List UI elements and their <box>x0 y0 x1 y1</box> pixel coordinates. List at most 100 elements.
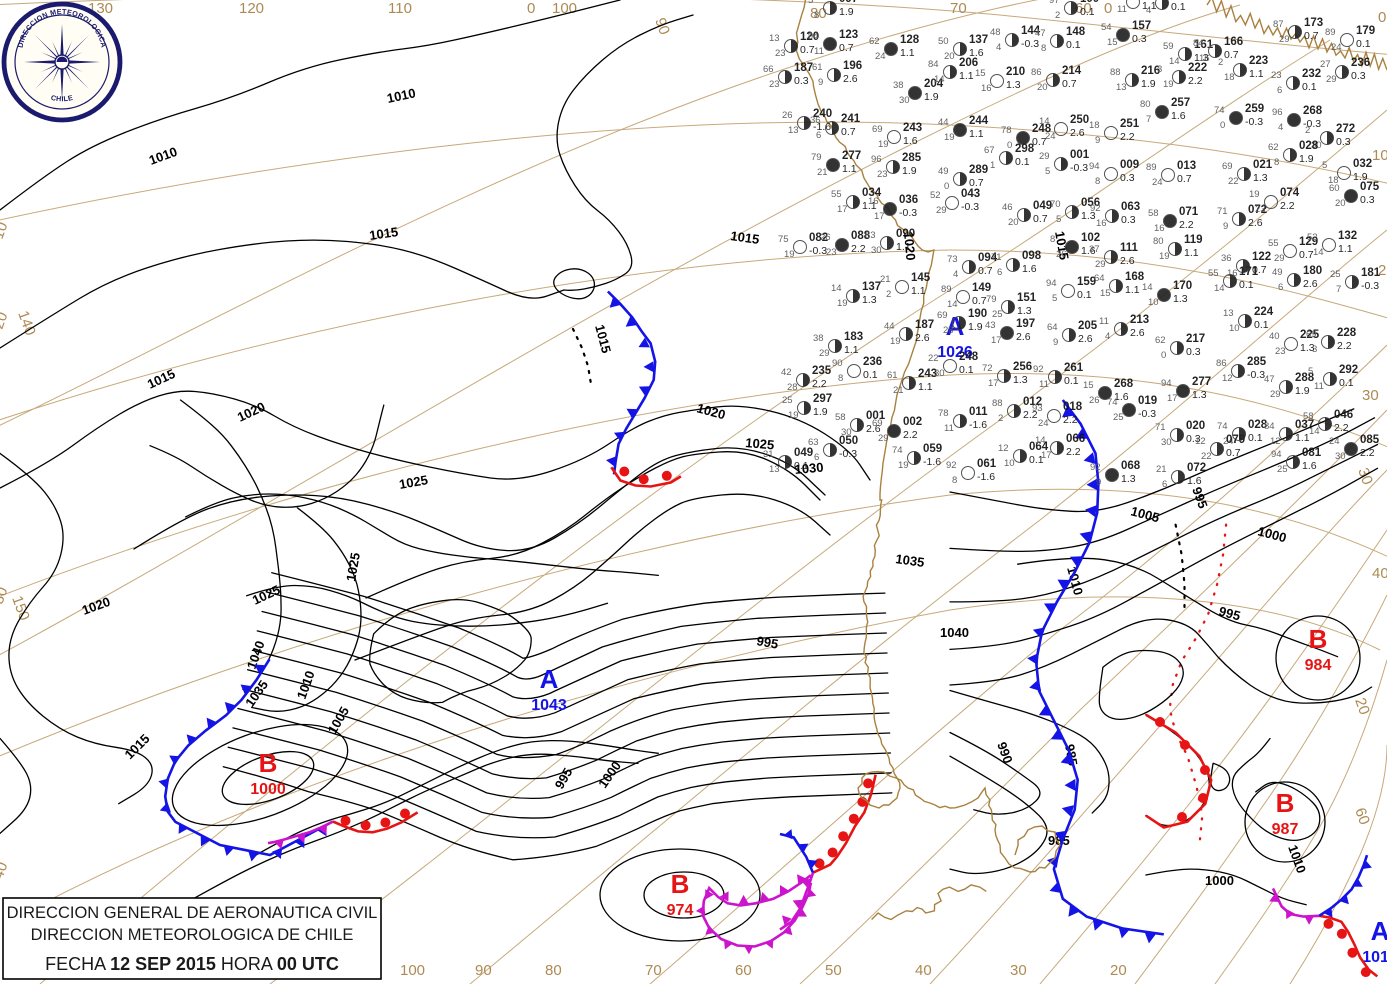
svg-text:71: 71 <box>991 252 1002 263</box>
svg-text:-0.3: -0.3 <box>961 201 979 213</box>
svg-text:67: 67 <box>984 145 995 156</box>
svg-text:2: 2 <box>998 413 1003 424</box>
svg-text:1.1: 1.1 <box>1249 68 1264 80</box>
svg-text:15: 15 <box>975 68 986 79</box>
svg-text:80: 80 <box>545 962 562 979</box>
svg-text:0: 0 <box>1161 350 1166 361</box>
svg-text:6: 6 <box>1162 479 1167 490</box>
svg-text:74: 74 <box>1214 105 1225 116</box>
svg-text:1.9: 1.9 <box>1141 78 1156 90</box>
svg-text:179: 179 <box>1356 25 1375 37</box>
svg-text:097: 097 <box>839 0 858 5</box>
svg-text:0: 0 <box>1007 140 1012 151</box>
svg-text:13: 13 <box>769 33 780 44</box>
svg-text:0.7: 0.7 <box>1299 249 1314 261</box>
svg-text:1.6: 1.6 <box>903 135 918 147</box>
svg-text:92: 92 <box>1090 203 1101 214</box>
svg-text:19: 19 <box>890 336 901 347</box>
svg-text:19: 19 <box>1159 251 1170 262</box>
svg-text:47: 47 <box>1264 374 1275 385</box>
svg-text:1.1: 1.1 <box>1184 247 1199 259</box>
svg-text:0.7: 0.7 <box>1226 447 1241 459</box>
svg-text:80: 80 <box>1153 236 1164 247</box>
svg-text:183: 183 <box>844 331 863 343</box>
svg-text:20: 20 <box>1037 82 1048 93</box>
svg-text:25: 25 <box>1330 269 1341 280</box>
svg-text:15: 15 <box>1107 37 1118 48</box>
svg-text:69: 69 <box>1222 161 1233 172</box>
svg-text:0.1: 0.1 <box>1064 375 1079 387</box>
svg-text:52: 52 <box>930 190 941 201</box>
svg-text:10: 10 <box>1229 323 1240 334</box>
svg-text:2: 2 <box>1305 125 1310 136</box>
svg-text:70: 70 <box>645 962 662 979</box>
svg-text:222: 222 <box>1188 62 1207 74</box>
svg-text:232: 232 <box>1302 68 1321 80</box>
svg-text:205: 205 <box>1078 320 1098 332</box>
svg-text:10: 10 <box>1148 297 1159 308</box>
svg-text:60: 60 <box>1329 183 1340 194</box>
svg-text:298: 298 <box>1015 143 1035 155</box>
svg-text:30: 30 <box>1362 387 1379 404</box>
svg-text:27: 27 <box>1320 59 1331 70</box>
svg-text:061: 061 <box>977 458 997 470</box>
svg-text:1.3: 1.3 <box>1017 305 1032 317</box>
svg-text:38: 38 <box>813 333 824 344</box>
svg-text:0.3: 0.3 <box>1120 172 1135 184</box>
svg-text:297: 297 <box>813 393 832 405</box>
svg-text:19: 19 <box>1249 189 1260 200</box>
svg-text:145: 145 <box>911 272 931 284</box>
svg-text:0.1: 0.1 <box>1171 1 1186 13</box>
svg-text:49: 49 <box>938 166 949 177</box>
svg-text:171: 171 <box>1239 266 1259 278</box>
svg-text:123: 123 <box>839 29 858 41</box>
svg-text:028: 028 <box>1299 140 1319 152</box>
svg-text:5: 5 <box>1308 366 1313 377</box>
svg-text:1.3: 1.3 <box>1253 172 1268 184</box>
svg-text:16: 16 <box>1154 223 1165 234</box>
svg-text:83: 83 <box>865 230 876 241</box>
svg-text:B: B <box>1276 788 1295 818</box>
svg-text:17: 17 <box>837 204 848 215</box>
svg-text:6: 6 <box>1277 85 1282 96</box>
svg-text:30: 30 <box>1010 962 1027 979</box>
svg-text:58: 58 <box>835 412 846 423</box>
svg-text:94: 94 <box>1089 161 1100 172</box>
svg-text:61: 61 <box>812 62 823 73</box>
svg-text:6: 6 <box>814 452 819 463</box>
svg-text:23: 23 <box>826 247 837 258</box>
svg-text:70: 70 <box>1050 199 1061 210</box>
svg-text:1.1: 1.1 <box>911 285 926 297</box>
svg-text:89: 89 <box>1146 162 1157 173</box>
svg-text:79: 79 <box>986 294 997 305</box>
svg-text:196: 196 <box>843 60 862 72</box>
svg-text:16: 16 <box>868 196 879 207</box>
svg-text:72: 72 <box>982 363 993 374</box>
svg-text:43: 43 <box>985 320 996 331</box>
svg-text:250: 250 <box>1070 114 1089 126</box>
svg-text:-0.3: -0.3 <box>1247 369 1265 381</box>
svg-text:29: 29 <box>1095 259 1106 270</box>
svg-text:21: 21 <box>893 385 904 396</box>
svg-text:223: 223 <box>1249 55 1268 67</box>
svg-text:2.6: 2.6 <box>1070 127 1085 139</box>
svg-text:1.1: 1.1 <box>1338 243 1353 255</box>
svg-text:29: 29 <box>1270 389 1281 400</box>
svg-text:148: 148 <box>1066 26 1086 38</box>
svg-text:1.1: 1.1 <box>844 344 859 356</box>
svg-text:213: 213 <box>1130 314 1149 326</box>
svg-text:55: 55 <box>831 189 842 200</box>
svg-text:1.1: 1.1 <box>959 70 974 82</box>
svg-text:89: 89 <box>1325 27 1336 38</box>
svg-text:50: 50 <box>825 962 842 979</box>
svg-text:20: 20 <box>1335 198 1346 209</box>
svg-text:28: 28 <box>943 325 954 336</box>
svg-text:0.7: 0.7 <box>841 126 856 138</box>
svg-text:DIRECCION GENERAL DE AERONAUTI: DIRECCION GENERAL DE AERONAUTICA CIVIL <box>7 904 378 922</box>
svg-text:62: 62 <box>1155 335 1166 346</box>
svg-text:30: 30 <box>934 368 945 379</box>
svg-text:1.9: 1.9 <box>1299 153 1314 165</box>
svg-text:2: 2 <box>1055 10 1060 21</box>
svg-text:285: 285 <box>1247 356 1267 368</box>
svg-text:4: 4 <box>996 42 1001 53</box>
